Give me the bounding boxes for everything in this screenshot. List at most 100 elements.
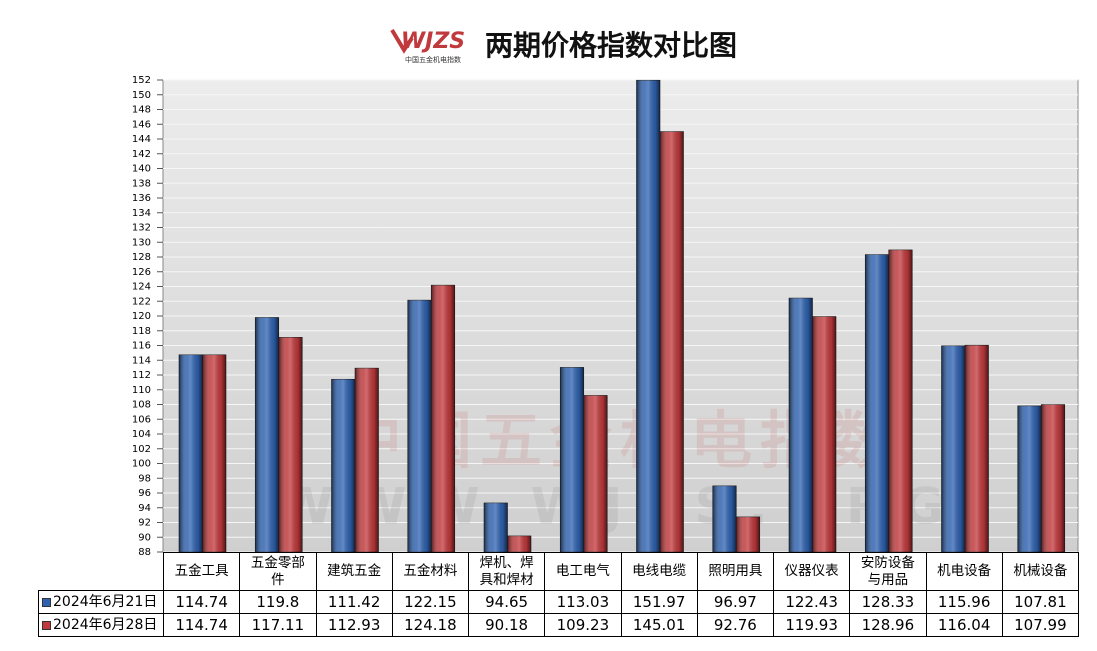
y-tick-label: 92 <box>138 518 151 529</box>
bar-shade <box>965 345 989 552</box>
legend-label: 2024年6月28日 <box>53 616 158 633</box>
y-tick-label: 98 <box>138 473 151 484</box>
y-tick-label: 118 <box>132 326 151 337</box>
category-label: 照明用具 <box>696 552 774 591</box>
data-table-value: 115.96 <box>925 590 1003 614</box>
bar-shade <box>202 354 226 552</box>
logo-mark: WJZS <box>401 29 465 54</box>
data-table-value: 107.81 <box>1001 590 1079 614</box>
bar-shade <box>407 300 432 552</box>
bar-shade <box>278 337 303 552</box>
category-label: 建筑五金 <box>315 552 393 591</box>
category-label: 五金零部件 <box>239 552 317 591</box>
logo-caption: 中国五金机电指数 <box>405 55 461 64</box>
data-table-value: 119.93 <box>773 613 851 637</box>
y-tick-label: 134 <box>132 208 151 219</box>
y-tick-label: 120 <box>132 311 151 322</box>
y-tick-label: 112 <box>132 370 151 381</box>
y-tick-label: 102 <box>132 444 151 455</box>
y-tick-label: 116 <box>132 341 151 352</box>
y-tick-label: 152 <box>132 75 151 86</box>
category-label: 机械设备 <box>1001 552 1079 591</box>
data-table-value: 107.99 <box>1001 613 1079 637</box>
y-tick-label: 114 <box>132 355 151 366</box>
y-tick-label: 88 <box>138 547 151 558</box>
y-tick-label: 100 <box>132 459 151 470</box>
legend-entry: 2024年6月28日 <box>38 613 164 637</box>
y-tick-label: 144 <box>132 134 151 145</box>
watermark-url: WWW.WJZS.ORG <box>278 478 961 536</box>
grid: 88 90 92 94 96 98 100 102 104 106 108 110 112 114 116 1… <box>132 75 1078 558</box>
data-table-value: 128.96 <box>849 613 927 637</box>
category-label: 仪器仪表 <box>773 552 851 591</box>
data-table-value: 116.04 <box>925 613 1003 637</box>
data-table-value: 151.97 <box>620 590 698 614</box>
bars <box>178 79 1066 553</box>
category-label: 焊机、焊具和焊材 <box>468 552 546 591</box>
bar-shade <box>888 249 913 553</box>
data-table-value: 128.33 <box>849 590 927 614</box>
bar-shade <box>865 254 889 552</box>
y-tick-label: 108 <box>132 400 151 411</box>
category-label: 五金材料 <box>391 552 469 591</box>
data-table-value: 124.18 <box>391 613 469 637</box>
bar-shade <box>331 379 355 552</box>
data-table-value: 111.42 <box>315 590 393 614</box>
category-label: 电工电气 <box>544 552 622 591</box>
legend-entry: 2024年6月21日 <box>38 590 164 614</box>
bar-shade <box>583 395 608 552</box>
bar-shade <box>431 285 455 552</box>
data-table-value: 117.11 <box>239 613 317 637</box>
bar-shade <box>660 131 684 552</box>
data-table-value: 90.18 <box>468 613 546 637</box>
data-table-value: 109.23 <box>544 613 622 637</box>
legend-key <box>42 597 51 607</box>
y-tick-label: 138 <box>132 178 151 189</box>
y-tick-label: 146 <box>132 119 151 130</box>
bar-shade <box>1017 405 1042 552</box>
chart-title: 两期价格指数对比图 <box>485 29 737 62</box>
data-table-value: 113.03 <box>544 590 622 614</box>
data-table-value: 112.93 <box>315 613 393 637</box>
y-tick-label: 94 <box>138 503 151 514</box>
bar-shade <box>255 317 279 552</box>
data-table-value: 114.74 <box>163 590 241 614</box>
data-table-value: 122.43 <box>773 590 851 614</box>
category-label: 五金工具 <box>163 552 241 591</box>
y-tick-label: 90 <box>138 532 151 543</box>
data-table-value: 122.15 <box>391 590 469 614</box>
y-tick-label: 132 <box>132 223 151 234</box>
legend-label: 2024年6月21日 <box>53 593 158 610</box>
bar-shade <box>941 345 965 552</box>
bar-shade <box>179 354 203 552</box>
y-tick-label: 128 <box>132 252 151 263</box>
bar-shade <box>736 516 760 552</box>
y-tick-label: 136 <box>132 193 151 204</box>
bar-shade <box>355 368 379 552</box>
data-table-value: 94.65 <box>468 590 546 614</box>
bar-shade <box>560 367 584 552</box>
y-tick-label: 140 <box>132 164 151 175</box>
y-tick-label: 148 <box>132 105 151 116</box>
data-table-value: 92.76 <box>696 613 774 637</box>
y-tick-label: 96 <box>138 488 151 499</box>
y-tick-label: 150 <box>132 90 151 101</box>
bar-shade <box>789 298 813 552</box>
y-tick-label: 130 <box>132 237 151 248</box>
y-tick-label: 104 <box>132 429 151 440</box>
data-table-value: 114.74 <box>163 613 241 637</box>
bar-shade <box>712 485 737 552</box>
bar-shade <box>507 535 531 552</box>
y-tick-label: 124 <box>132 282 151 293</box>
y-tick-label: 142 <box>132 149 151 160</box>
bar-shade <box>636 80 660 552</box>
logo-arrow <box>390 28 414 54</box>
data-table-value: 96.97 <box>696 590 774 614</box>
category-label: 机电设备 <box>925 552 1003 591</box>
category-label: 电线电缆 <box>620 552 698 591</box>
bar-shade <box>812 316 836 552</box>
data-table-value: 145.01 <box>620 613 698 637</box>
y-tick-label: 122 <box>132 296 151 307</box>
